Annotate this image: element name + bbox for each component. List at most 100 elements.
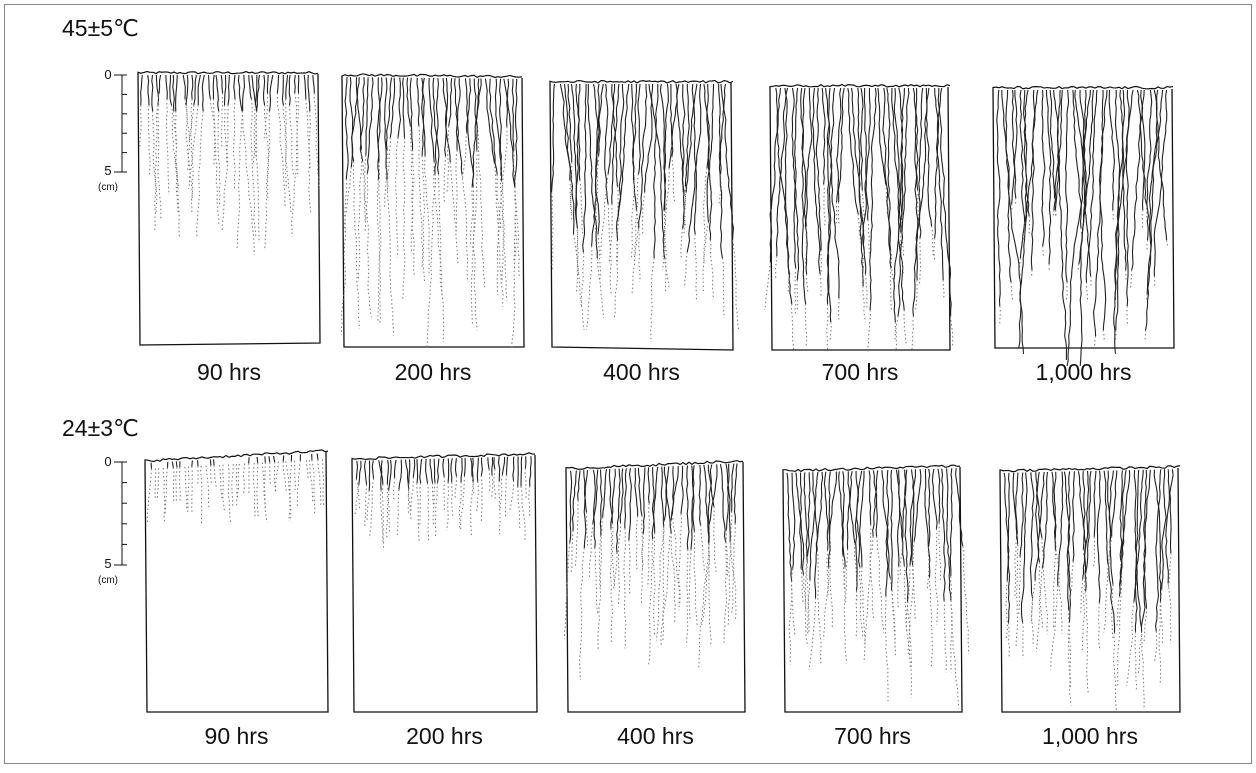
crack-trace [344, 167, 352, 233]
crack-trace [1055, 538, 1062, 634]
crack-trace [1095, 336, 1096, 348]
crack-trace [140, 105, 141, 147]
crack [512, 79, 513, 151]
specimen [1000, 466, 1180, 712]
crack-trace [434, 162, 442, 294]
crack [843, 471, 845, 567]
crack [704, 465, 709, 543]
crack-trace [176, 467, 177, 503]
crack [407, 78, 410, 126]
crack-trace [234, 99, 236, 189]
crack-trace [167, 99, 170, 195]
crack [1012, 90, 1015, 204]
crack-trace [461, 476, 465, 530]
crack-trace [502, 181, 507, 301]
crack-trace [637, 210, 641, 282]
crack [289, 75, 290, 105]
scale-unit: (cm) [98, 182, 118, 193]
crack [477, 458, 478, 482]
crack-trace [452, 482, 453, 518]
crack [173, 75, 175, 111]
crack [481, 458, 482, 476]
crack [502, 457, 504, 475]
crack [861, 88, 863, 190]
crack-trace [943, 280, 944, 298]
crack [997, 90, 1000, 306]
crack-trace [587, 512, 588, 548]
crack-trace [801, 569, 803, 605]
crack-trace [1118, 584, 1122, 686]
specimen [765, 85, 953, 352]
crack [148, 75, 149, 105]
crack [286, 75, 288, 99]
crack [638, 468, 642, 516]
crack [583, 84, 586, 252]
crack [170, 75, 172, 105]
crack [852, 88, 864, 286]
crack-trace [494, 469, 496, 499]
crack [629, 468, 632, 540]
crack-trace [695, 234, 697, 300]
crack [214, 459, 215, 465]
crack [257, 457, 258, 463]
crack-trace [1000, 306, 1001, 324]
crack-trace [730, 542, 736, 620]
crack [1094, 471, 1096, 537]
crack [638, 84, 640, 174]
specimen-outline [145, 452, 328, 712]
specimen-label: 90 hrs [205, 723, 269, 749]
crack-trace [918, 190, 919, 220]
crack-trace [257, 463, 258, 517]
crack-trace [173, 468, 174, 504]
crack-trace [703, 222, 708, 294]
specimen [145, 450, 328, 712]
crack-trace [165, 468, 168, 516]
crack-trace [189, 105, 199, 189]
crack [648, 467, 649, 503]
crack-trace [1082, 573, 1086, 651]
specimen-label: 200 hrs [406, 723, 483, 749]
crack-trace [148, 105, 150, 177]
crack-trace [318, 460, 321, 508]
crack-trace [635, 174, 639, 258]
crack [434, 459, 435, 483]
specimen [550, 81, 739, 350]
crack [448, 458, 449, 482]
crack-trace [471, 151, 477, 325]
crack-trace [672, 156, 675, 204]
crack [420, 459, 422, 483]
crack [620, 469, 623, 523]
specimen-outline [550, 83, 733, 350]
specimen [564, 461, 745, 712]
crack [308, 75, 310, 111]
crack [317, 454, 318, 460]
crack [399, 460, 402, 490]
crack-trace [497, 175, 501, 229]
crack [950, 468, 952, 576]
crack [488, 457, 489, 469]
crack [938, 469, 940, 523]
scale-top-label: 0 [104, 454, 111, 469]
specimen-surface [1000, 466, 1180, 472]
crack-trace [191, 99, 193, 213]
crack [905, 470, 908, 602]
crack [822, 88, 825, 184]
crack-trace [397, 490, 399, 538]
crack [406, 460, 409, 490]
crack [807, 472, 810, 556]
crack-trace [201, 466, 202, 526]
crack-trace [388, 490, 389, 532]
crack [398, 78, 401, 138]
crack-trace [365, 485, 367, 527]
crack-trace [274, 462, 276, 492]
crack-trace [665, 258, 669, 288]
crack [894, 88, 901, 232]
crack-trace [309, 460, 312, 502]
crack [671, 466, 678, 520]
crack-trace [1113, 210, 1114, 222]
specimen-label: 200 hrs [395, 359, 472, 385]
crack-trace [185, 467, 187, 509]
crack-trace [277, 93, 285, 207]
crack-trace [817, 550, 821, 664]
crack-trace [220, 465, 222, 501]
